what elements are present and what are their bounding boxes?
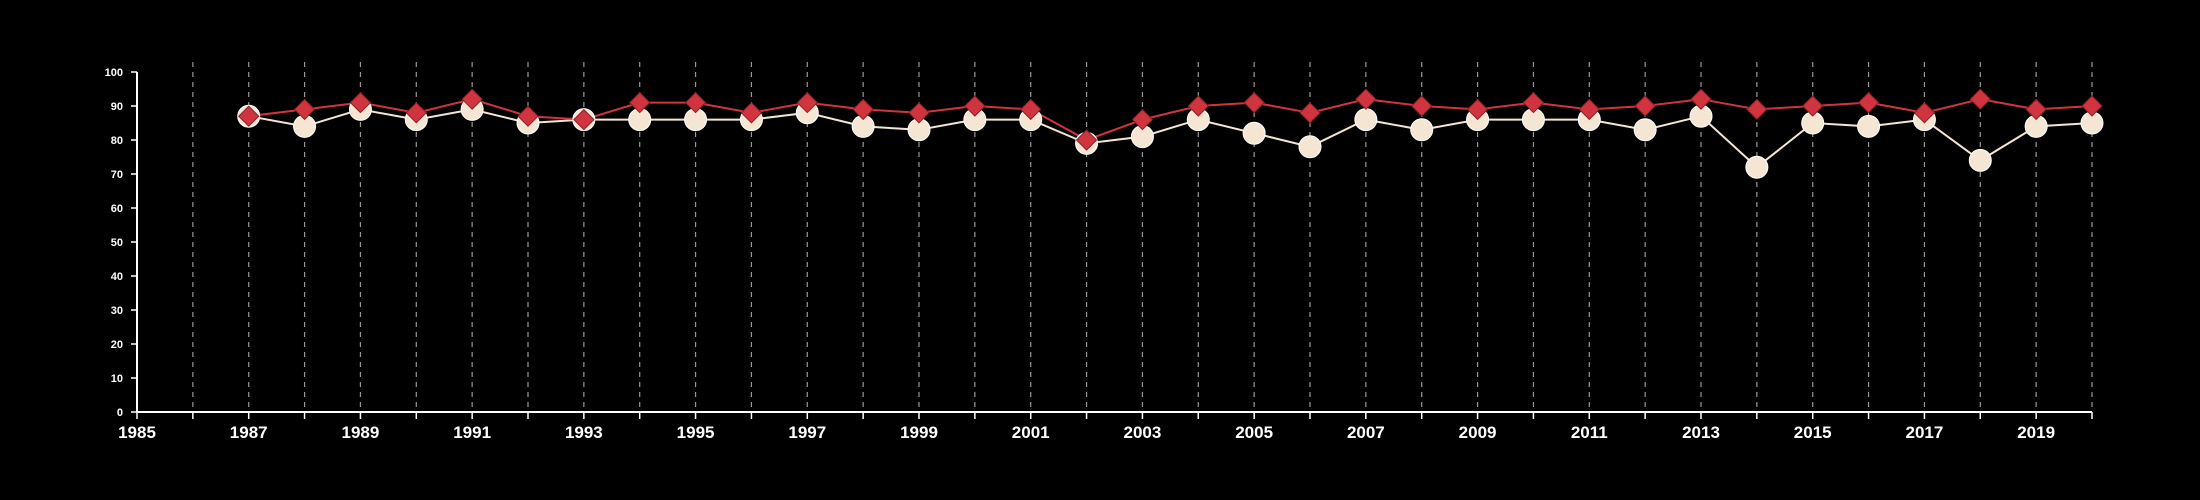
series-2-point-2015	[1802, 95, 1824, 117]
x-tick-label-2001: 2001	[1012, 423, 1050, 442]
x-tick-label-1993: 1993	[565, 423, 603, 442]
y-tick-label-90: 90	[111, 101, 123, 113]
y-tick-label-50: 50	[111, 237, 123, 249]
series-1-point-2005	[1242, 121, 1266, 145]
x-tick-label-2005: 2005	[1235, 423, 1273, 442]
series-2-line	[248, 98, 2093, 142]
series-1-point-2006	[1298, 135, 1322, 159]
series-2-point-1998	[852, 98, 874, 121]
y-tick-label-30: 30	[111, 305, 123, 317]
series-2-point-1997	[796, 91, 818, 114]
series-2-point-1993	[573, 108, 595, 131]
series-2-point-1995	[684, 91, 707, 114]
x-tick-label-2007: 2007	[1347, 423, 1385, 442]
series-2-point-2003	[1131, 108, 1154, 131]
series-2-point-2011	[1578, 98, 1600, 121]
x-tick-label-1995: 1995	[677, 423, 715, 442]
series-2-point-2004	[1187, 95, 1209, 117]
y-tick-label-70: 70	[111, 169, 123, 181]
series-lines	[248, 98, 2093, 169]
series-2-point-1992	[517, 105, 539, 127]
series-2-point-1989	[349, 91, 372, 114]
series-2-point-2001	[1020, 98, 1042, 121]
series-2-point-2009	[1466, 98, 1489, 121]
x-tick-label-2003: 2003	[1124, 423, 1162, 442]
series-2-point-2002	[1075, 129, 1098, 151]
series-1-point-2008	[1410, 118, 1434, 142]
series-markers	[237, 88, 2104, 179]
series-2-point-2014	[1746, 98, 1768, 121]
series-2-point-1987	[238, 105, 260, 127]
y-tick-label-60: 60	[111, 203, 123, 215]
y-tick-label-40: 40	[111, 271, 123, 283]
vertical-gridlines	[192, 62, 2093, 412]
series-2-point-2017	[1913, 102, 1936, 124]
series-2-point-2010	[1522, 91, 1545, 114]
x-tick-label-2009: 2009	[1459, 423, 1497, 442]
y-tick-label-20: 20	[111, 339, 123, 351]
x-tick-label-1987: 1987	[230, 423, 268, 442]
series-2-point-2018	[1969, 88, 1991, 110]
series-2-point-2020	[2081, 95, 2103, 117]
x-tick-label-1985: 1985	[118, 423, 156, 442]
x-tick-label-2013: 2013	[1682, 423, 1720, 442]
y-tick-label-80: 80	[111, 135, 123, 147]
x-tick-label-2015: 2015	[1794, 423, 1832, 442]
series-1-point-2016	[1857, 114, 1881, 138]
x-tick-label-1991: 1991	[453, 423, 491, 442]
series-1-point-2018	[1968, 148, 1992, 172]
series-1-point-2014	[1745, 155, 1769, 179]
series-2-point-2008	[1411, 95, 1433, 117]
y-tick-label-10: 10	[111, 373, 123, 385]
axes: 0 10 20 30 40 50 60 70 80 90 100 1985 1987 1989 1991 19…	[105, 67, 2093, 442]
y-tick-label-100: 100	[105, 67, 123, 79]
x-tick-label-1999: 1999	[900, 423, 938, 442]
x-tick-label-2017: 2017	[1906, 423, 1944, 442]
series-2-point-2000	[964, 95, 986, 117]
series-2-point-2006	[1299, 102, 1321, 124]
series-2-point-2012	[1634, 95, 1656, 117]
series-2-point-1991	[461, 88, 483, 110]
series-2-point-2007	[1355, 88, 1377, 110]
series-2-point-2016	[1857, 91, 1880, 114]
y-tick-label-0: 0	[117, 407, 123, 419]
series-2-point-1990	[405, 102, 427, 124]
series-1-point-2012	[1633, 118, 1657, 142]
x-tick-label-1997: 1997	[788, 423, 826, 442]
x-tick-label-1989: 1989	[342, 423, 380, 442]
series-2-point-1988	[293, 98, 316, 121]
series-2-point-2019	[2025, 98, 2047, 121]
x-tick-label-2019: 2019	[2017, 423, 2055, 442]
series-1-line	[248, 108, 2093, 169]
series-2-point-2013	[1690, 88, 1712, 110]
series-2-point-1994	[629, 91, 651, 114]
series-2-point-1996	[740, 102, 763, 124]
series-2-point-1999	[908, 102, 930, 124]
x-tick-label-2011: 2011	[1571, 423, 1608, 442]
series-1-point-2007	[1354, 108, 1378, 132]
series-2-point-2005	[1243, 91, 1265, 114]
